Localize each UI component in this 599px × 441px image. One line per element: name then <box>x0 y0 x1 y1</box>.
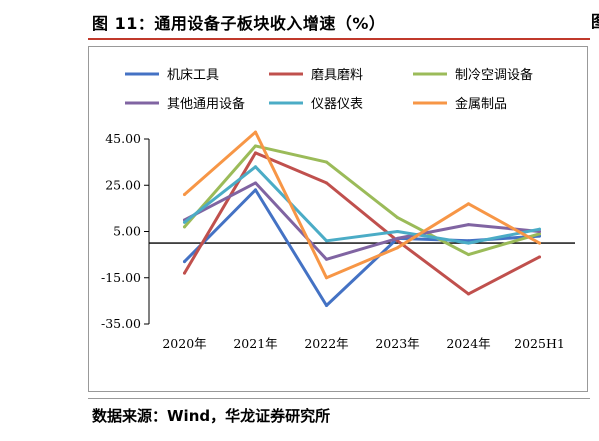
data-point <box>254 144 257 148</box>
title-rule <box>88 38 590 40</box>
legend-label: 金属制品 <box>455 96 507 112</box>
data-point <box>183 193 186 196</box>
data-point <box>254 165 257 169</box>
data-point <box>325 257 328 261</box>
series-line <box>183 151 541 296</box>
series-line <box>183 181 541 261</box>
data-point <box>325 276 328 280</box>
y-tick-label: 5.00 <box>113 224 141 239</box>
data-point <box>538 255 541 259</box>
data-point <box>538 227 541 231</box>
data-point <box>467 241 470 245</box>
figure-title: 图 11：通用设备子板块收入增速（%） <box>92 14 386 33</box>
data-point <box>396 236 399 240</box>
data-point <box>183 225 186 229</box>
x-tick-label: 2022年 <box>304 336 348 351</box>
data-point <box>325 181 328 185</box>
series-lines <box>183 130 541 307</box>
data-point <box>183 220 186 224</box>
legend-label: 制冷空调设备 <box>455 67 533 83</box>
x-tick-label: 2021年 <box>233 336 277 351</box>
source-rule <box>88 398 590 399</box>
clipped-edge-text: 图 <box>591 8 599 38</box>
data-point <box>538 232 541 236</box>
legend-label: 磨具磨料 <box>311 68 363 83</box>
data-point <box>254 188 257 192</box>
data-point <box>396 230 399 233</box>
x-tick-label: 2023年 <box>375 336 419 351</box>
data-point <box>467 223 470 227</box>
data-point <box>325 160 328 164</box>
legend-label: 机床工具 <box>167 68 219 83</box>
series-line <box>183 165 541 245</box>
chart-frame: 机床工具 磨具磨料 制冷空调设备其他通用设备 仪器仪表 金属制品 45.00 25.00 5… <box>88 46 588 392</box>
x-tick-label: 2025H1 <box>514 336 565 351</box>
series-line <box>183 130 541 280</box>
y-tick-label: 25.00 <box>105 177 141 192</box>
data-point <box>254 151 257 155</box>
source-note: 数据来源：Wind，华龙证券研究所 <box>92 407 331 425</box>
y-tick-label: 45.00 <box>105 131 141 146</box>
data-point <box>396 216 399 220</box>
series-line <box>183 144 541 257</box>
data-point <box>396 246 399 250</box>
data-point <box>254 181 257 185</box>
data-point <box>467 202 470 206</box>
data-point <box>254 130 257 134</box>
data-point <box>325 304 328 307</box>
legend-label: 其他通用设备 <box>167 96 245 112</box>
x-tick-label: 2024年 <box>446 336 490 351</box>
data-point <box>325 239 328 243</box>
data-point <box>467 253 470 257</box>
x-tick-label: 2020年 <box>162 336 206 351</box>
data-point <box>467 292 470 296</box>
axes: 45.00 25.00 5.00 -15.00 -35.00 2020年 2021年 2022… <box>101 131 575 351</box>
y-tick-label: -15.00 <box>101 270 141 285</box>
data-point <box>538 241 541 245</box>
data-point <box>183 260 186 264</box>
legend-label: 仪器仪表 <box>311 97 363 112</box>
data-point <box>183 271 186 275</box>
y-tick-label: -35.00 <box>101 316 141 331</box>
